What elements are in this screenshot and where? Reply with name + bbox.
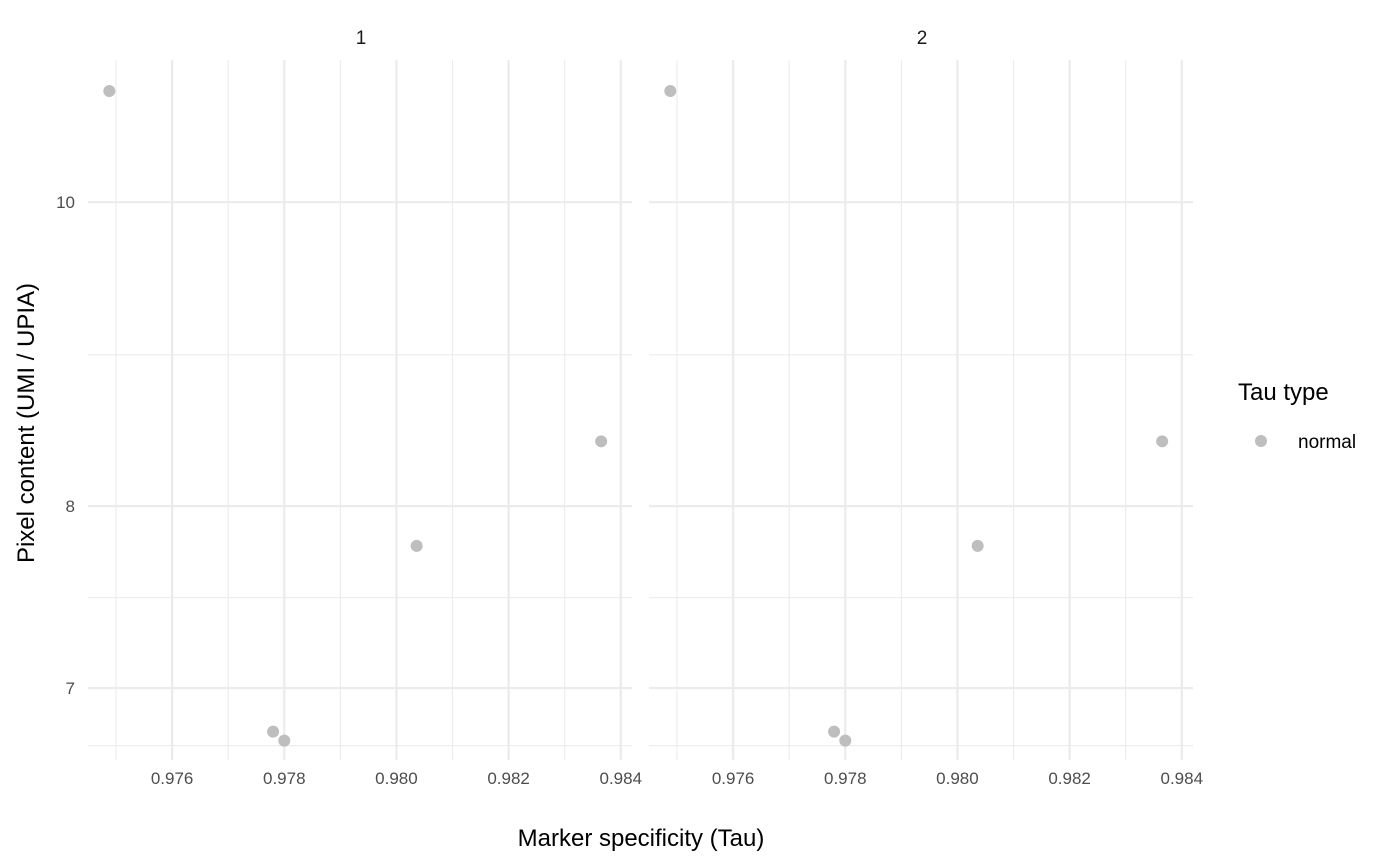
facet-strip-label: 1 <box>356 28 367 49</box>
x-axis-title: Marker specificity (Tau) <box>518 825 765 852</box>
data-point <box>971 539 984 552</box>
data-point <box>410 539 423 552</box>
x-tick-label: 0.976 <box>151 769 194 788</box>
facet-panel-2: 0.976 0.978 0.980 0.982 0.984 2 <box>649 28 1203 788</box>
legend-key-normal <box>1255 435 1267 447</box>
y-tick-label: 10 <box>56 193 75 212</box>
data-point <box>1156 435 1169 448</box>
y-axis-title: Pixel content (UMI / UPIA) <box>13 283 40 563</box>
data-point <box>267 725 280 738</box>
data-point <box>828 725 841 738</box>
legend-title: Tau type <box>1238 379 1329 406</box>
legend: Tau type normal <box>1238 379 1356 453</box>
x-tick-label: 0.980 <box>936 769 979 788</box>
facet-strip-label: 2 <box>917 28 928 49</box>
legend-label-normal: normal <box>1298 432 1356 453</box>
x-tick-label: 0.984 <box>600 769 643 788</box>
x-tick-label: 0.978 <box>824 769 867 788</box>
x-tick-label: 0.982 <box>1048 769 1091 788</box>
data-point <box>278 734 291 747</box>
x-tick-label: 0.982 <box>487 769 530 788</box>
x-tick-label: 0.978 <box>263 769 306 788</box>
data-point <box>839 734 852 747</box>
facet-panel-1: 0.976 0.978 0.980 0.982 0.984 7 8 10 1 <box>56 28 642 788</box>
x-tick-label: 0.976 <box>712 769 755 788</box>
x-tick-label: 0.984 <box>1161 769 1204 788</box>
data-point <box>103 85 116 98</box>
y-tick-label: 7 <box>66 679 75 698</box>
data-point <box>664 85 677 98</box>
y-tick-label: 8 <box>66 497 75 516</box>
x-tick-label: 0.980 <box>375 769 418 788</box>
data-point <box>595 435 608 448</box>
